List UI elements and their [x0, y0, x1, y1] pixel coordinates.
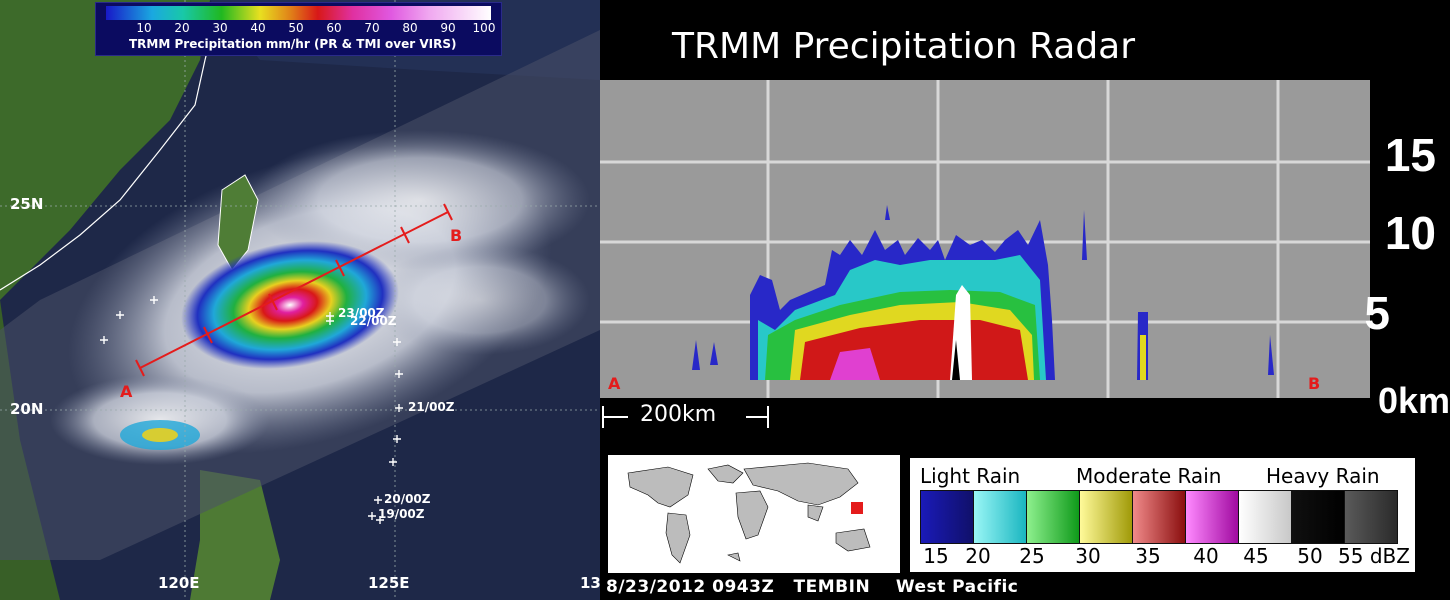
colorbar-tick: 50 — [288, 21, 304, 35]
legend-value: 45 — [1243, 544, 1269, 568]
track-label: 19/00Z — [378, 507, 425, 521]
legend-value: 15 — [923, 544, 949, 568]
colorbar-tick: 10 — [136, 21, 152, 35]
map-point-b: B — [450, 226, 463, 245]
lon-label-125e: 125E — [368, 574, 410, 592]
colorbar-tick: 40 — [250, 21, 266, 35]
colorbar-ticks: 10 20 30 40 50 60 70 80 90 100 — [106, 21, 506, 37]
legend-category: Heavy Rain — [1266, 464, 1380, 488]
legend-swatch — [920, 490, 974, 544]
lat-label-25n: 25N — [10, 195, 44, 213]
legend-value: 35 — [1135, 544, 1161, 568]
reflectivity-legend: Light Rain Moderate Rain Heavy Rain 15 2… — [910, 458, 1415, 572]
colorbar-tick: 100 — [472, 21, 496, 35]
track-label: 20/00Z — [384, 492, 431, 506]
radar-title: TRMM Precipitation Radar — [672, 26, 1136, 67]
satellite-map — [0, 0, 600, 600]
legend-value: 20 — [965, 544, 991, 568]
legend-swatch — [1185, 490, 1239, 544]
track-label: 21/00Z — [408, 400, 455, 414]
lon-label-130e: 13 — [580, 574, 600, 592]
colorbar-tick: 70 — [364, 21, 380, 35]
colorbar-caption: TRMM Precipitation mm/hr (PR & TMI over … — [129, 37, 457, 51]
colorbar-tick: 30 — [212, 21, 228, 35]
map-point-a: A — [120, 382, 133, 401]
radar-point-b: B — [1308, 374, 1321, 393]
legend-value: 25 — [1019, 544, 1045, 568]
y-tick-15: 15 — [1384, 129, 1436, 181]
legend-value: 50 — [1297, 544, 1323, 568]
legend-category: Moderate Rain — [1076, 464, 1222, 488]
radar-point-a: A — [608, 374, 621, 393]
legend-value: 55 dBZ — [1338, 544, 1410, 568]
colorbar-tick: 80 — [402, 21, 418, 35]
legend-swatch — [1079, 490, 1133, 544]
track-label: 22/00Z — [350, 314, 397, 328]
world-locator-map — [608, 455, 900, 573]
legend-swatch — [1026, 490, 1080, 544]
precipitation-colorbar: 10 20 30 40 50 60 70 80 90 100 TRMM Prec… — [95, 2, 502, 56]
legend-category: Light Rain — [920, 464, 1021, 488]
legend-value: 40 — [1193, 544, 1219, 568]
world-map — [627, 462, 871, 564]
legend-swatch — [1344, 490, 1398, 544]
y-tick-10: 10 — [1384, 207, 1436, 259]
y-tick-0km: 0km — [1377, 380, 1450, 421]
y-tick-5: 5 — [1364, 287, 1390, 339]
colorbar-tick: 60 — [326, 21, 342, 35]
footer-caption: 8/23/2012 0943Z TEMBIN West Pacific — [606, 577, 1019, 597]
legend-value: 30 — [1075, 544, 1101, 568]
lat-label-20n: 20N — [10, 400, 44, 418]
radar-plot — [600, 80, 1370, 398]
satellite-map-panel: 10 20 30 40 50 60 70 80 90 100 TRMM Prec… — [0, 0, 600, 600]
legend-swatch — [1291, 490, 1345, 544]
scale-label: 200km — [640, 402, 717, 427]
track-label: 23/00Z — [338, 306, 385, 320]
storm-location-marker — [851, 502, 863, 514]
colorbar-tick: 90 — [440, 21, 456, 35]
legend-swatch — [1132, 490, 1186, 544]
legend-swatch — [1238, 490, 1292, 544]
legend-swatch — [973, 490, 1027, 544]
radar-cross-section: A B — [600, 80, 1370, 398]
colorbar-tick: 20 — [174, 21, 190, 35]
colorbar-gradient — [106, 6, 491, 20]
lon-label-120e: 120E — [158, 574, 200, 592]
scale-bar — [602, 406, 769, 428]
